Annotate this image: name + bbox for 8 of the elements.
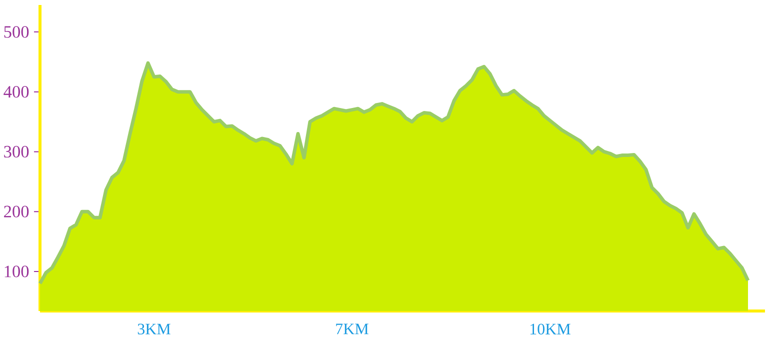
x-tick-label: 7KM [336, 324, 368, 334]
x-tick-label: 10KM [530, 324, 570, 334]
y-tick-label: 400 [4, 86, 29, 98]
x-tick-label: 3KM [138, 324, 170, 334]
y-tick-label: 300 [4, 146, 29, 158]
y-tick-label: 200 [4, 206, 29, 218]
y-tick-label: 100 [4, 266, 29, 278]
y-tick-label: 500 [4, 26, 29, 38]
